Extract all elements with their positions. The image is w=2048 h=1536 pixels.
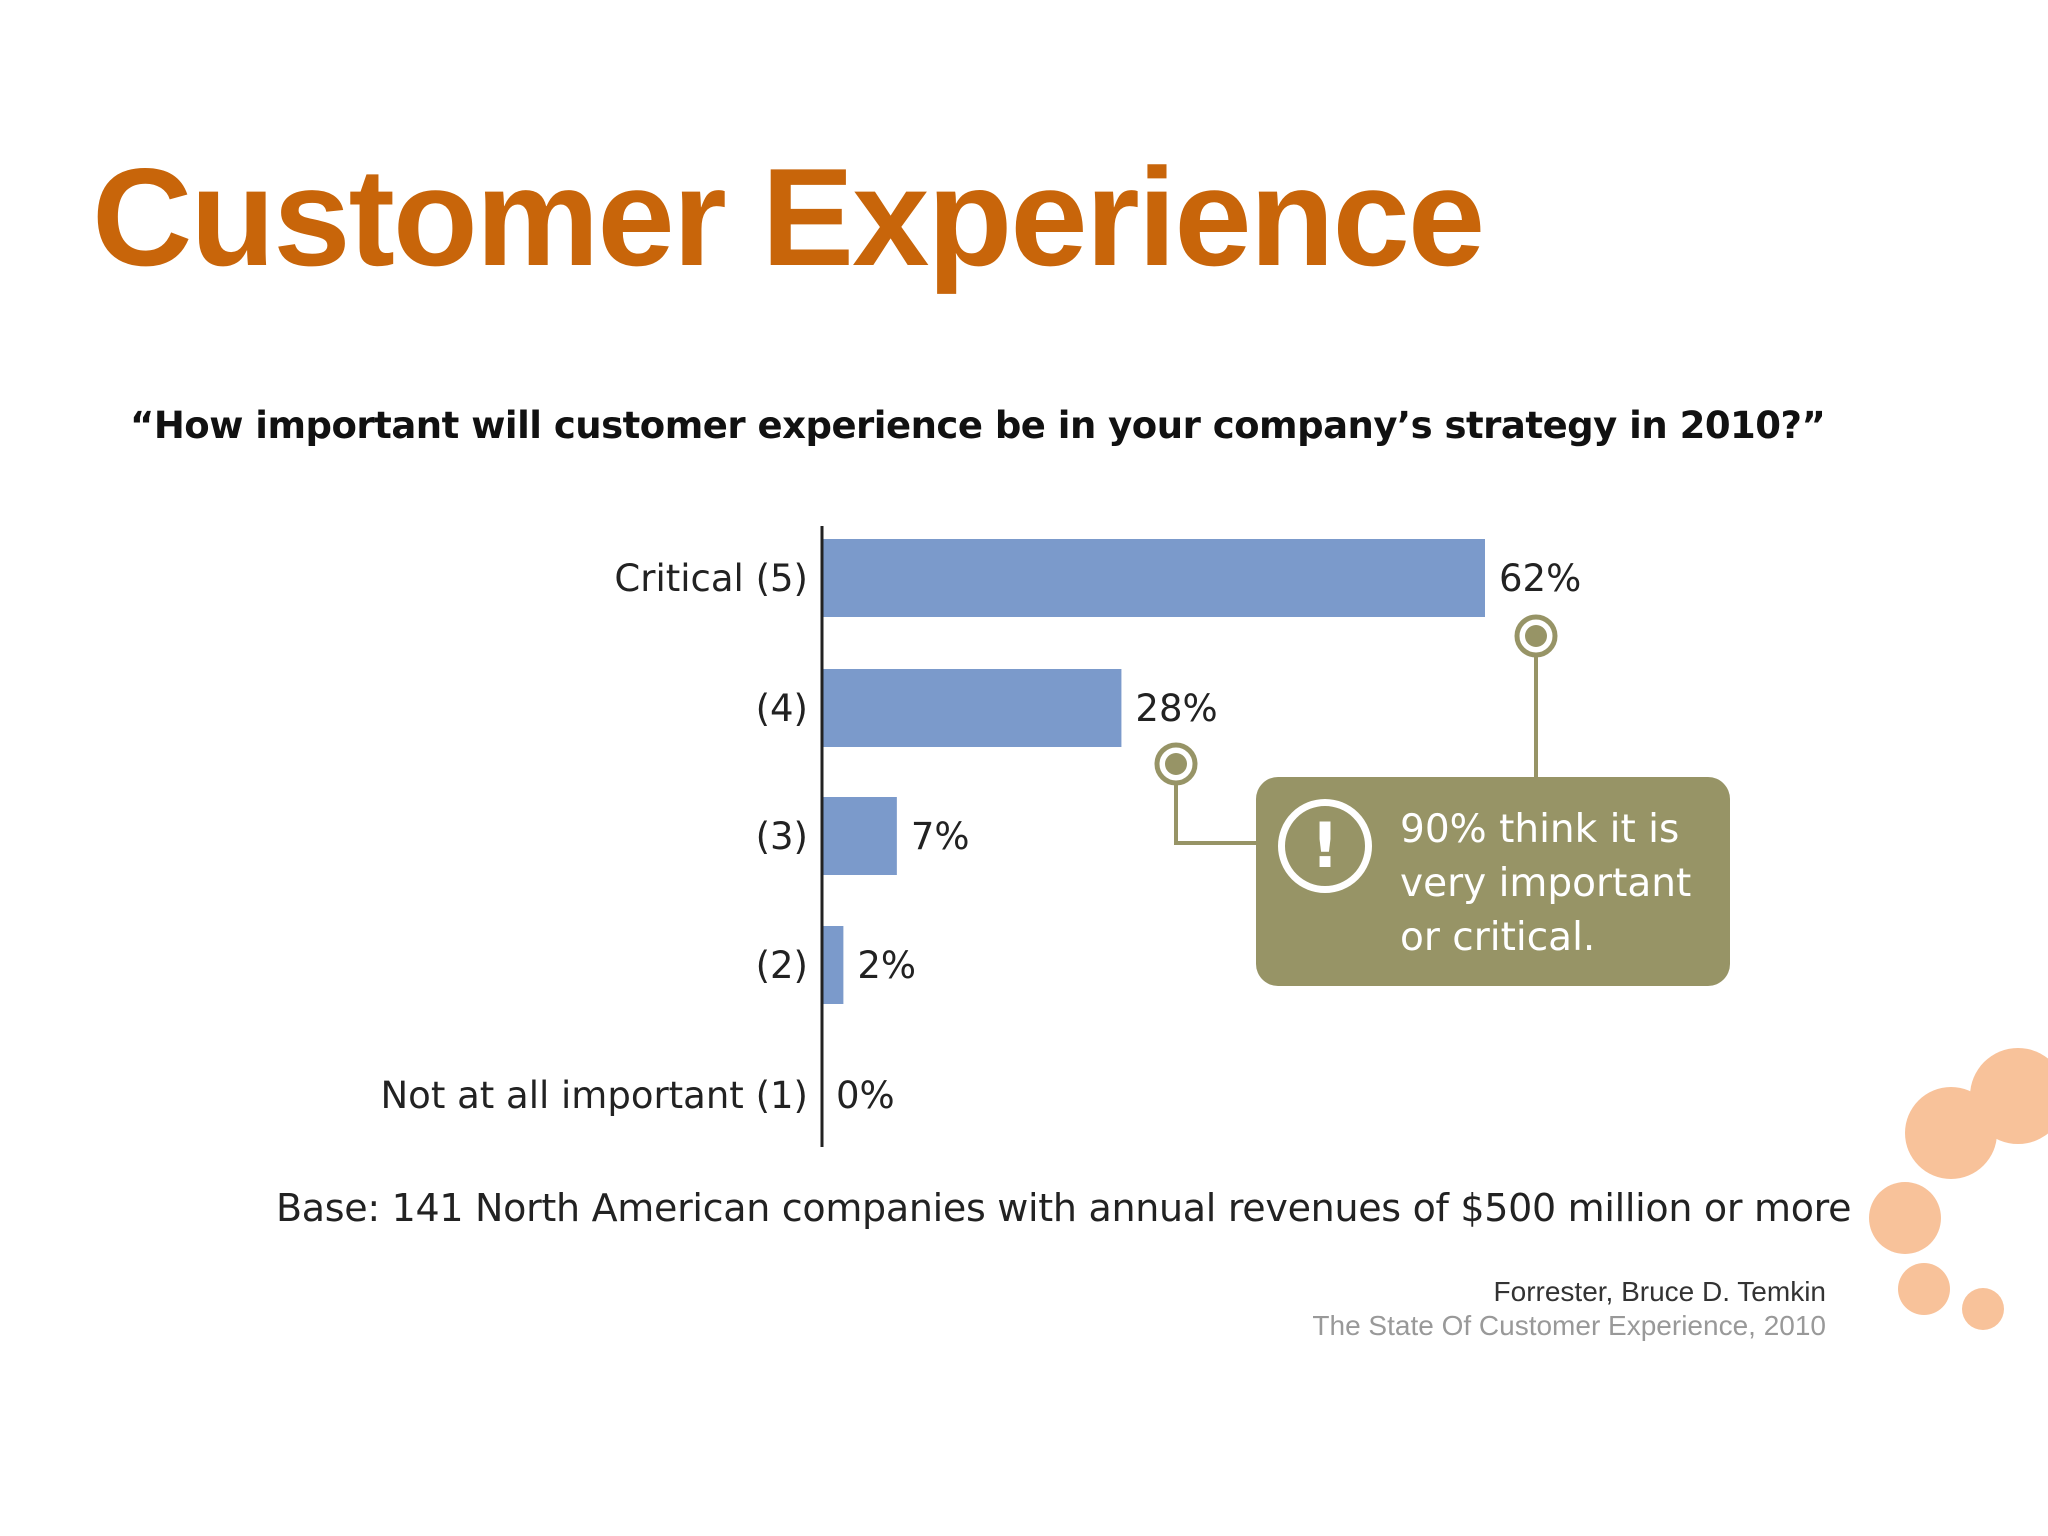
callout-text: 90% think it is very important or critic… [1400,807,1692,960]
decor-dot-3 [1869,1182,1941,1254]
survey-question: “How important will customer experience … [130,404,1826,447]
decor-dot-2 [1905,1087,1997,1179]
connector-4 [1174,785,1258,845]
bar-3 [822,797,897,875]
category-label: Not at all important (1) [381,1074,809,1117]
bar-2 [822,669,1122,747]
value-label: 28% [1135,687,1217,730]
pin-critical-dot [1525,625,1547,647]
value-label: 62% [1499,557,1581,600]
base-note: Base: 141 North American companies with … [276,1186,1852,1230]
source-report: The State Of Customer Experience, 2010 [1312,1310,1826,1341]
slide-title: Customer Experience [92,140,1485,295]
value-label: 0% [836,1074,895,1117]
value-label: 7% [911,815,970,858]
category-label: (4) [756,687,808,730]
decor-dot-4 [1898,1263,1950,1315]
bar-4 [822,926,844,1004]
category-label: Critical (5) [614,557,808,600]
source-author: Forrester, Bruce D. Temkin [1493,1276,1826,1307]
category-label: (2) [756,944,808,987]
pin-4-dot [1165,753,1187,775]
callout-box: ! 90% think it is very important or crit… [1256,777,1730,986]
exclamation-icon: ! [1278,799,1372,893]
category-label: (3) [756,815,808,858]
bar-1 [822,539,1485,617]
value-label: 2% [857,944,916,987]
decor-dot-5 [1962,1288,2004,1330]
